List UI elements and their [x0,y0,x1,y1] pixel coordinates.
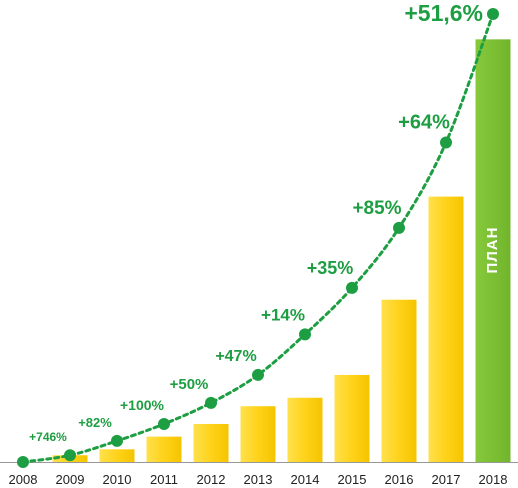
bar-2016 [381,299,417,462]
trend-point-2012 [205,396,217,409]
trend-point-2017 [440,136,452,149]
x-axis-ticks: 2008 2009 2010 2011 2012 2013 2014 2015 2016 2017… [9,472,508,487]
growth-label-2016: +85% [352,198,401,219]
x-tick-2012: 2012 [197,472,226,487]
trend-point-2010 [111,434,123,447]
bar-2012 [193,423,229,462]
trend-point-2008 [17,456,29,468]
growth-label-2013: +47% [215,348,256,365]
trend-point-2018 [487,8,499,20]
trend-point-2013 [252,368,264,381]
x-tick-2009: 2009 [56,472,85,487]
x-tick-2016: 2016 [385,472,414,487]
growth-label-2012: +50% [170,376,209,393]
bar-2011 [146,436,182,462]
bar-2018 [475,39,511,462]
bar-2017 [428,196,464,463]
growth-label-2010: +82% [78,415,112,430]
trend-point-2011 [158,417,170,430]
trend-point-2009 [64,449,76,462]
x-tick-2013: 2013 [244,472,273,487]
bar-label-2018: ПЛАН [484,227,501,274]
growth-label-2018: +51,6% [404,0,483,26]
x-tick-2008: 2008 [9,472,38,487]
x-tick-2015: 2015 [338,472,367,487]
growth-label-2009: +746% [29,430,67,444]
x-tick-2011: 2011 [150,472,178,487]
x-tick-2017: 2017 [432,472,461,487]
trend-point-2014 [299,328,311,341]
growth-label-2014: +14% [261,305,305,324]
trend-layer: +746% +82% +100% +50% +47% +14% +35% +85% +64% +5… [17,0,499,468]
bar-2013 [240,406,276,462]
growth-label-2017: +64% [398,111,450,133]
x-tick-2018: 2018 [479,472,508,487]
trend-point-2015 [346,281,358,294]
x-tick-2014: 2014 [291,472,320,487]
bars-layer: ПЛАН [52,39,511,463]
bar-2015 [334,374,370,462]
growth-label-2015: +35% [307,258,354,278]
trend-line [21,12,495,464]
bar-2010 [99,449,135,462]
trend-point-2016 [393,221,405,234]
x-tick-2010: 2010 [103,472,132,487]
bar-2014 [287,397,323,462]
growth-label-2011: +100% [120,397,165,413]
